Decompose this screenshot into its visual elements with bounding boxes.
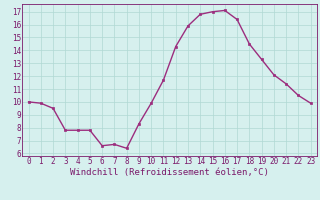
X-axis label: Windchill (Refroidissement éolien,°C): Windchill (Refroidissement éolien,°C) (70, 168, 269, 177)
